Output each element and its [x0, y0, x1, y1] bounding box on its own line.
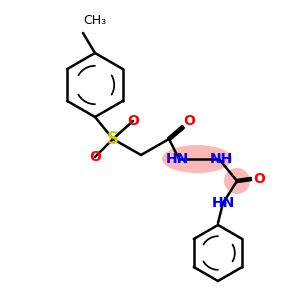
- Text: O: O: [253, 172, 265, 186]
- Text: CH₃: CH₃: [83, 14, 106, 27]
- Text: O: O: [89, 150, 101, 164]
- Text: S: S: [107, 130, 119, 148]
- Ellipse shape: [224, 168, 250, 194]
- Text: NH: NH: [209, 152, 232, 166]
- Ellipse shape: [162, 145, 232, 173]
- Text: HN: HN: [165, 152, 189, 166]
- Text: HN: HN: [212, 196, 235, 210]
- Text: O: O: [183, 114, 195, 128]
- Text: O: O: [127, 114, 139, 128]
